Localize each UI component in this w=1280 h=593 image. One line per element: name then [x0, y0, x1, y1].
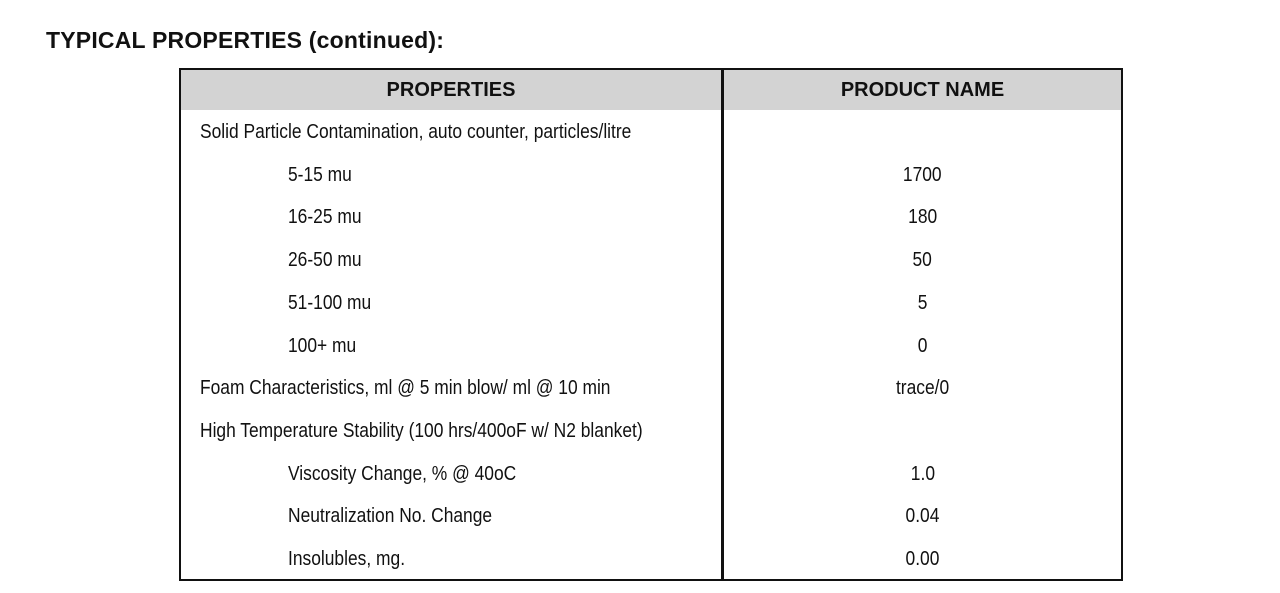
row-label: 100+ mu	[288, 334, 357, 357]
section-title: TYPICAL PROPERTIES (continued):	[46, 27, 445, 53]
table-row: Solid Particle Contamination, auto count…	[181, 111, 1121, 154]
column-divider	[721, 70, 724, 579]
row-value: 0	[917, 334, 928, 357]
table-row: Insolubles, mg. 0.00	[181, 538, 1121, 581]
table-row: 26-50 mu 50	[181, 239, 1121, 282]
row-value: 1.0	[910, 462, 935, 485]
table-row: 51-100 mu 5	[181, 282, 1121, 325]
row-label: Neutralization No. Change	[288, 505, 493, 528]
row-label: 26-50 mu	[288, 249, 362, 272]
row-label: 16-25 mu	[288, 206, 362, 229]
table-row: Neutralization No. Change 0.04	[181, 495, 1121, 538]
row-label: Solid Particle Contamination, auto count…	[200, 121, 632, 143]
row-value: 0.04	[905, 505, 940, 528]
row-label: Insolubles, mg.	[288, 548, 406, 570]
table-row: 16-25 mu 180	[181, 196, 1121, 239]
row-label: High Temperature Stability (100 hrs/400o…	[200, 419, 643, 442]
row-value: 5	[917, 291, 928, 314]
row-label: Viscosity Change, % @ 40oC	[288, 462, 517, 485]
row-value: 1700	[903, 163, 942, 186]
row-value: trace/0	[895, 377, 950, 400]
row-label: 5-15 mu	[288, 163, 352, 186]
row-value: 180	[907, 206, 938, 229]
row-value: 0.00	[905, 548, 940, 570]
table-row: High Temperature Stability (100 hrs/400o…	[181, 410, 1121, 453]
table-row: Foam Characteristics, ml @ 5 min blow/ m…	[181, 367, 1121, 410]
row-value	[724, 410, 1121, 453]
row-value	[724, 111, 1121, 154]
row-label: 51-100 mu	[288, 291, 372, 314]
table-row: Viscosity Change, % @ 40oC 1.0	[181, 453, 1121, 496]
properties-table: PROPERTIES PRODUCT NAME Solid Particle C…	[179, 68, 1123, 581]
table-row: 100+ mu 0	[181, 325, 1121, 368]
table-row: 5-15 mu 1700	[181, 154, 1121, 197]
header-properties: PROPERTIES	[181, 70, 721, 110]
header-product-name: PRODUCT NAME	[724, 70, 1121, 110]
row-value: 50	[912, 249, 933, 272]
row-label: Foam Characteristics, ml @ 5 min blow/ m…	[200, 377, 611, 400]
